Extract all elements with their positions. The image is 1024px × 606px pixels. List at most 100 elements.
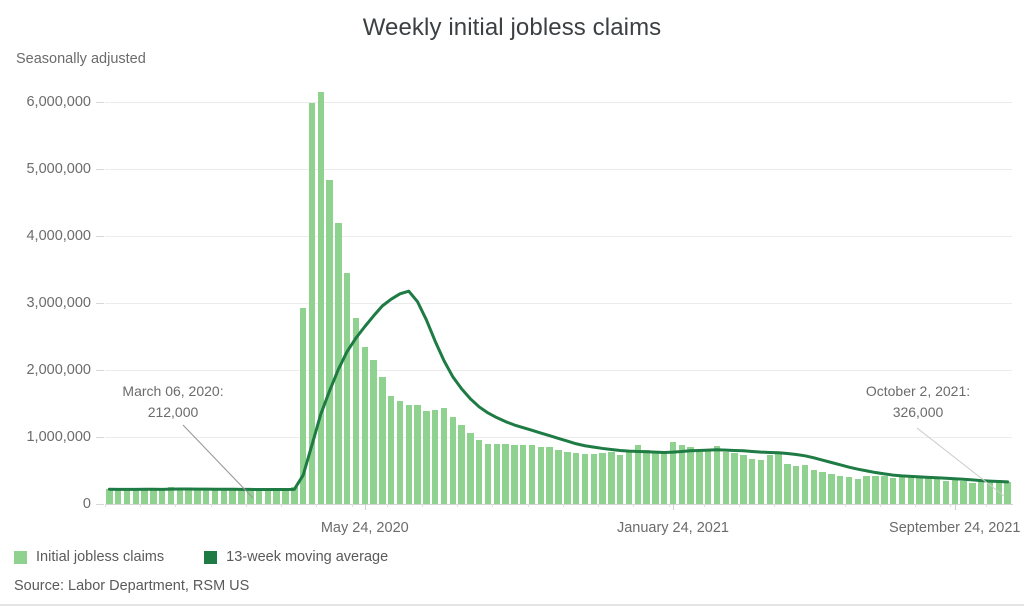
- bar[interactable]: [696, 451, 703, 504]
- bar[interactable]: [854, 478, 862, 504]
- bar[interactable]: [114, 489, 122, 504]
- bar[interactable]: [704, 449, 712, 504]
- bar[interactable]: [405, 405, 412, 504]
- bar[interactable]: [255, 489, 263, 504]
- bar[interactable]: [370, 359, 377, 504]
- x-minor-tick: [809, 504, 811, 507]
- bar[interactable]: [537, 446, 545, 504]
- bar[interactable]: [616, 455, 624, 504]
- legend-item-moving-average[interactable]: 13-week moving average: [204, 549, 388, 565]
- bar[interactable]: [291, 486, 298, 504]
- bar[interactable]: [484, 444, 492, 504]
- bar[interactable]: [907, 475, 914, 504]
- bar[interactable]: [572, 453, 580, 504]
- bar[interactable]: [520, 445, 527, 504]
- bar[interactable]: [326, 179, 333, 504]
- bar[interactable]: [132, 489, 140, 504]
- bar[interactable]: [123, 489, 131, 504]
- bar[interactable]: [493, 444, 501, 504]
- bar[interactable]: [757, 459, 765, 504]
- bar[interactable]: [423, 410, 430, 504]
- bar[interactable]: [317, 92, 324, 504]
- bar[interactable]: [898, 475, 906, 504]
- bar[interactable]: [652, 451, 659, 504]
- bar[interactable]: [731, 452, 738, 504]
- bar[interactable]: [440, 407, 448, 504]
- bar[interactable]: [872, 476, 879, 504]
- bar[interactable]: [819, 472, 826, 504]
- bar[interactable]: [511, 444, 518, 504]
- y-tick-label: 5,000,000: [26, 161, 91, 178]
- x-minor-tick: [492, 504, 494, 507]
- bar[interactable]: [687, 447, 694, 504]
- bar[interactable]: [176, 488, 184, 504]
- bar[interactable]: [713, 446, 721, 504]
- chart-subnote: Seasonally adjusted: [16, 51, 146, 67]
- bar[interactable]: [643, 450, 650, 504]
- legend-item-initial-claims[interactable]: Initial jobless claims: [14, 549, 164, 565]
- bar[interactable]: [660, 451, 668, 504]
- bar[interactable]: [564, 452, 571, 504]
- y-tick-label: 4,000,000: [26, 228, 91, 245]
- bar[interactable]: [414, 404, 421, 504]
- bar[interactable]: [608, 451, 615, 504]
- bar[interactable]: [863, 476, 870, 504]
- bar[interactable]: [828, 474, 835, 504]
- bar[interactable]: [581, 453, 589, 504]
- bar[interactable]: [740, 455, 747, 504]
- bar[interactable]: [361, 347, 368, 504]
- bar[interactable]: [775, 454, 782, 504]
- bar[interactable]: [502, 444, 509, 504]
- bar[interactable]: [793, 466, 800, 504]
- bar[interactable]: [801, 464, 809, 504]
- x-tick-mark: [954, 504, 956, 510]
- bar[interactable]: [432, 409, 439, 504]
- bar[interactable]: [106, 489, 113, 504]
- bar[interactable]: [352, 317, 360, 504]
- bar[interactable]: [273, 489, 280, 504]
- october-2021-callout-date: October 2, 2021:: [865, 383, 971, 399]
- bar[interactable]: [282, 489, 289, 504]
- bar[interactable]: [343, 273, 351, 504]
- bar[interactable]: [881, 476, 888, 504]
- x-minor-tick: [915, 504, 917, 507]
- bar[interactable]: [749, 458, 756, 504]
- bar[interactable]: [458, 424, 465, 504]
- bar[interactable]: [528, 445, 536, 504]
- bar[interactable]: [722, 452, 730, 504]
- bar[interactable]: [159, 490, 166, 504]
- bottom-divider: [0, 604, 1024, 606]
- bar[interactable]: [634, 445, 641, 504]
- bar[interactable]: [387, 396, 395, 504]
- bar[interactable]: [167, 487, 175, 504]
- gridline-3000000: [105, 303, 1012, 305]
- bar[interactable]: [784, 463, 791, 504]
- bar[interactable]: [299, 307, 307, 504]
- bar[interactable]: [308, 103, 316, 504]
- bar[interactable]: [889, 478, 897, 504]
- bar[interactable]: [599, 453, 606, 504]
- bar[interactable]: [264, 489, 272, 504]
- bar[interactable]: [669, 441, 677, 504]
- bar[interactable]: [810, 470, 818, 504]
- bar[interactable]: [845, 476, 853, 504]
- bar[interactable]: [546, 447, 553, 504]
- x-minor-tick: [422, 504, 423, 507]
- bar[interactable]: [141, 488, 148, 504]
- bar[interactable]: [678, 444, 685, 504]
- bar[interactable]: [625, 450, 633, 504]
- bar[interactable]: [476, 439, 483, 504]
- bar[interactable]: [396, 401, 404, 504]
- bar[interactable]: [1004, 482, 1011, 504]
- bar[interactable]: [379, 377, 386, 504]
- bar[interactable]: [335, 222, 342, 504]
- bar[interactable]: [467, 432, 474, 504]
- bar[interactable]: [766, 455, 774, 504]
- bar[interactable]: [150, 489, 157, 504]
- bar[interactable]: [837, 475, 844, 504]
- march-2020-callout: March 06, 2020: 212,000: [108, 381, 238, 423]
- bar[interactable]: [555, 450, 562, 504]
- bar[interactable]: [449, 416, 457, 504]
- bar[interactable]: [590, 454, 597, 504]
